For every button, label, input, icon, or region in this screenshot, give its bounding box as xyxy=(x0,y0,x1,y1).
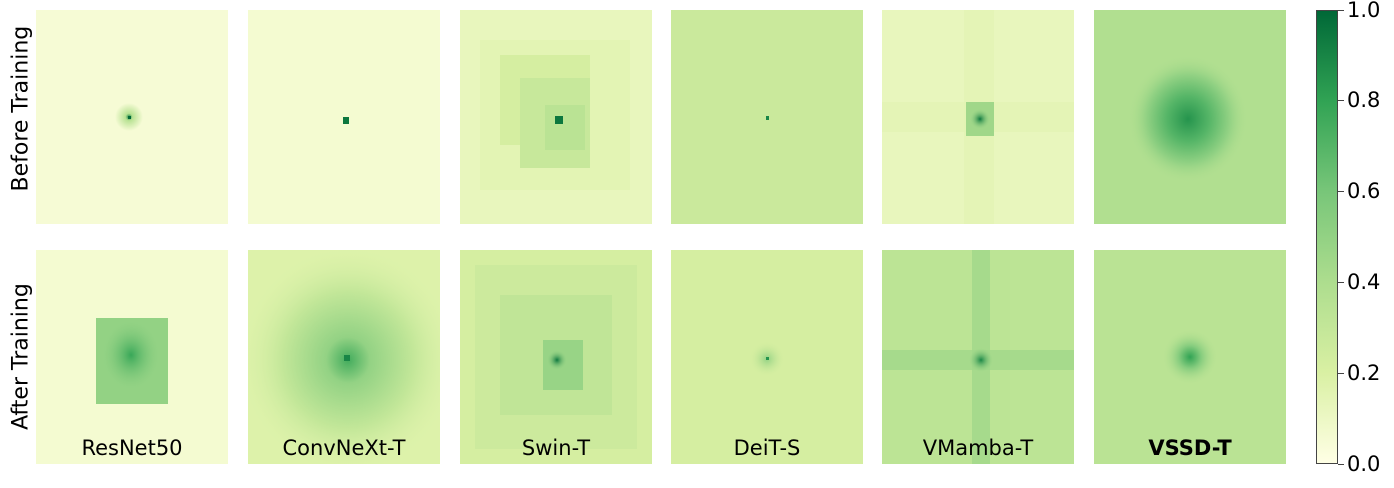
col-label-deit-s: DeiT-S xyxy=(733,436,801,460)
heatmap-vssd-t-after xyxy=(1094,250,1286,464)
colorbar-tick-label: 0.4 xyxy=(1347,269,1381,294)
colorbar-tick xyxy=(1338,281,1344,283)
heatmap-convnext-t-before xyxy=(248,10,440,224)
col-label-swin-t: Swin-T xyxy=(521,436,591,460)
colorbar-tick-label: 1.0 xyxy=(1347,0,1381,22)
center-point xyxy=(128,116,131,119)
heatmap-vmamba-t-after xyxy=(882,250,1074,464)
colorbar-tick xyxy=(1338,463,1344,465)
center-point xyxy=(766,116,769,120)
hotspot xyxy=(969,348,993,372)
heatmap-convnext-t-after xyxy=(248,250,440,464)
hotspot xyxy=(970,109,990,129)
colorbar-tick xyxy=(1338,100,1344,102)
colorbar-tick xyxy=(1338,9,1344,11)
center-point xyxy=(766,357,769,360)
heatmap-vmamba-t-before xyxy=(882,10,1074,224)
hotspot xyxy=(1162,329,1218,385)
heatmap-swin-t-before xyxy=(460,10,652,224)
colorbar-tick xyxy=(1338,191,1344,193)
colorbar xyxy=(1316,10,1338,464)
col-label-vssd-t: VSSD-T xyxy=(1148,436,1232,460)
center-point xyxy=(555,116,563,124)
heatmap-vssd-t-before xyxy=(1094,10,1286,224)
colorbar-tick-label: 0.0 xyxy=(1347,451,1381,476)
heatmap-resnet50-after xyxy=(36,250,228,464)
heatmap-deit-s-before xyxy=(671,10,863,224)
col-label-vmamba-t: VMamba-T xyxy=(922,436,1034,460)
row-label-after-training: After Training xyxy=(8,283,34,430)
colorbar-tick-label: 0.6 xyxy=(1347,179,1381,204)
colorbar-tick xyxy=(1338,372,1344,374)
colorbar-tick-label: 0.2 xyxy=(1347,360,1381,385)
window-region xyxy=(545,105,585,150)
hotspot xyxy=(1128,55,1248,183)
row-label-before-training: Before Training xyxy=(8,25,34,192)
colorbar-tick-label: 0.8 xyxy=(1347,88,1381,113)
hotspot xyxy=(547,350,567,370)
col-label-convnext-t: ConvNeXt-T xyxy=(282,436,406,460)
center-point xyxy=(344,355,350,361)
col-label-resnet50: ResNet50 xyxy=(81,436,183,460)
heatmap-swin-t-after xyxy=(460,250,652,464)
center-point xyxy=(343,117,349,124)
heatmap-resnet50-before xyxy=(36,10,228,224)
hotspot xyxy=(103,321,159,389)
heatmap-deit-s-after xyxy=(671,250,863,464)
